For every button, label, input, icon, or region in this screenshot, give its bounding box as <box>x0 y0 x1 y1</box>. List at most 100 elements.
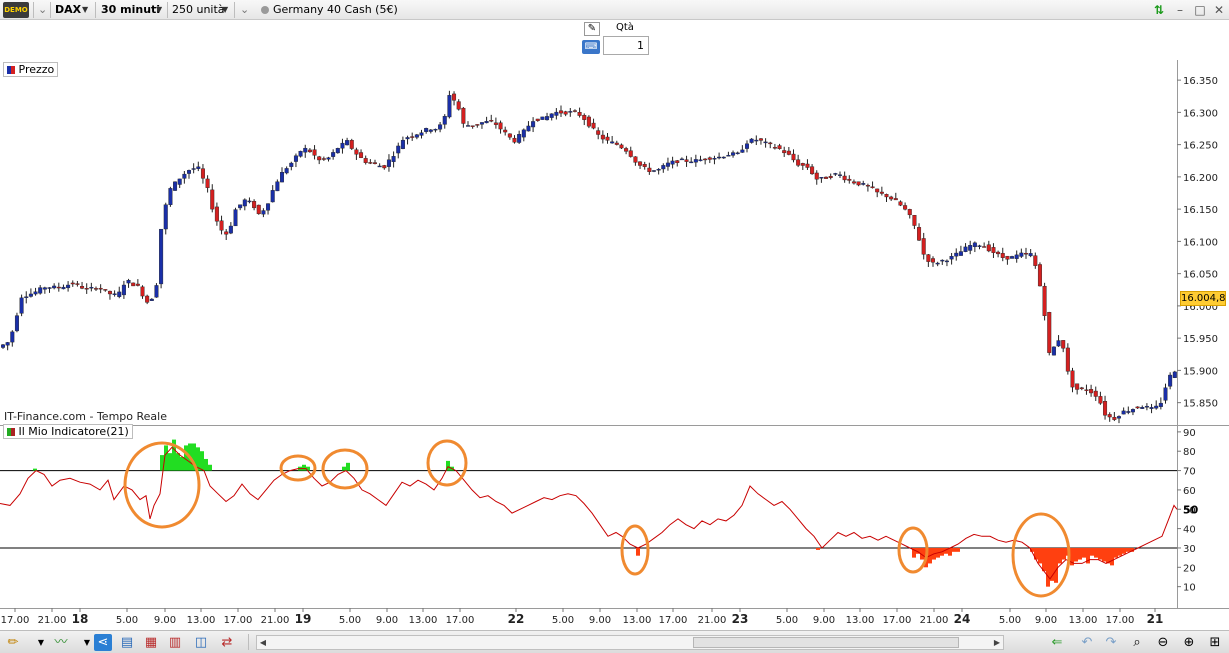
candle-body <box>731 152 736 156</box>
chevron-down-icon[interactable]: ▼ <box>83 638 91 647</box>
candle-body <box>131 282 136 287</box>
restore-icon[interactable]: □ <box>1194 3 1206 17</box>
indicator-axis-label: 70 <box>1183 467 1196 478</box>
price-panel-title: Prezzo <box>18 63 55 76</box>
chevron-down-icon[interactable]: ▼ <box>222 5 229 14</box>
draw-pencil-icon[interactable]: ✏ <box>7 635 19 650</box>
indicator-axis-label: 40 <box>1183 525 1196 536</box>
candle-body <box>977 245 982 247</box>
candle-body <box>377 165 382 168</box>
candle-body <box>517 134 522 143</box>
candle-body <box>489 120 494 122</box>
histogram-bar-below <box>1106 547 1110 564</box>
units-select[interactable]: 250 unità <box>172 3 225 16</box>
candle-body <box>200 168 205 179</box>
histogram-bar-below <box>1090 547 1094 556</box>
candle-body <box>42 287 47 290</box>
candle-body <box>563 111 568 115</box>
scroll-left-icon[interactable]: ◀ <box>259 638 267 647</box>
zoom-in-icon[interactable]: ⊕ <box>1183 635 1195 650</box>
candle-body <box>419 132 424 136</box>
candle-body <box>321 158 326 160</box>
time-scrollbar[interactable]: ◀ ▶ <box>256 635 1004 650</box>
candle-body <box>944 260 949 263</box>
candle-body <box>186 170 191 174</box>
candle-body <box>1093 390 1098 397</box>
zoom-fit-icon[interactable]: ⌕ <box>1133 635 1141 650</box>
refresh-icon[interactable]: ⇅ <box>1153 3 1165 17</box>
qty-label: Qtà <box>616 22 634 33</box>
candle-body <box>414 134 419 138</box>
indicator-axis-label: 60 <box>1183 486 1196 497</box>
candle-body <box>475 124 480 126</box>
candle-body <box>554 111 559 116</box>
candle-body <box>884 194 889 198</box>
candle-body <box>605 136 610 141</box>
candle-body <box>921 238 926 255</box>
wrench-icon[interactable]: ✎ <box>584 22 600 36</box>
time-axis-label: 18 <box>72 612 89 626</box>
candle-body <box>1121 410 1126 415</box>
candle-body <box>665 162 670 167</box>
time-axis-label: 17.00 <box>1106 615 1135 626</box>
comment-icon[interactable]: ▤ <box>120 635 134 650</box>
indicator-current-value: 50 <box>1183 503 1199 516</box>
chevron-down-icon[interactable]: ▼ <box>156 5 163 14</box>
time-axis-label: 5.00 <box>776 615 798 626</box>
candle-body <box>1047 312 1052 353</box>
candle-body <box>647 167 652 173</box>
candle-body <box>810 166 815 175</box>
redo-icon[interactable]: ↷ <box>1105 635 1117 650</box>
indicator-chart-icon[interactable]: 〰 <box>54 635 68 650</box>
histogram-bar-below <box>1114 547 1118 558</box>
candle-body <box>870 186 875 189</box>
histogram-bar-above <box>200 451 204 471</box>
go-to-end-icon[interactable]: ⇐ <box>1051 635 1063 650</box>
candle-body <box>326 157 331 160</box>
histogram-bar-above <box>342 466 346 471</box>
close-icon[interactable]: ✕ <box>1213 3 1225 17</box>
scroll-right-icon[interactable]: ▶ <box>993 638 1001 647</box>
time-axis-label: 21.00 <box>920 615 949 626</box>
share-icon[interactable]: ⋖ <box>94 634 112 651</box>
candle-body <box>661 165 666 170</box>
zoom-out-icon[interactable]: ⊖ <box>1157 635 1169 650</box>
candle-body <box>638 161 643 166</box>
trade-icon[interactable]: ⇄ <box>221 635 233 650</box>
price-axis-label: 16.000 <box>1183 302 1218 313</box>
candle-body <box>586 116 591 127</box>
candle-body <box>196 166 201 169</box>
time-axis-label: 13.00 <box>409 615 438 626</box>
chart-svg[interactable]: 15.850 15.900 15.950 16.000 16.050 16.100 16.1… <box>0 60 1229 630</box>
calendar-icon[interactable]: ▦ <box>144 635 158 650</box>
candle-body <box>10 331 15 343</box>
keyboard-icon[interactable]: ⌨ <box>582 40 600 54</box>
candle-body <box>577 112 582 116</box>
menu-chevron-icon[interactable]: ⌄ <box>38 3 48 16</box>
more-chevron-icon[interactable]: ⌄ <box>240 3 250 16</box>
histogram-bar-below <box>1102 547 1106 562</box>
chevron-down-icon[interactable]: ▼ <box>82 5 89 14</box>
candle-body <box>893 198 898 201</box>
undo-icon[interactable]: ↶ <box>1081 635 1093 650</box>
timeframe-select[interactable]: 30 minuti <box>101 3 161 16</box>
minimize-icon[interactable]: – <box>1177 3 1183 17</box>
histogram-bar-above <box>176 453 180 471</box>
candle-body <box>926 254 931 262</box>
candle-body <box>219 220 224 231</box>
histogram-bar-below <box>1042 547 1046 572</box>
layout-icon[interactable]: ▥ <box>168 635 182 650</box>
scroll-thumb[interactable] <box>693 637 959 648</box>
candle-body <box>1019 252 1024 257</box>
time-axis-label: 9.00 <box>154 615 176 626</box>
qty-input[interactable] <box>603 36 649 55</box>
symbol-select[interactable]: DAX <box>55 3 82 16</box>
price-axis-label: 16.250 <box>1183 141 1218 152</box>
candle-body <box>1056 340 1061 347</box>
zoom-menu-icon[interactable]: ⊞ <box>1209 635 1221 650</box>
indicator-axis-label: 90 <box>1183 428 1196 439</box>
candle-body <box>438 124 443 130</box>
chevron-down-icon[interactable]: ▼ <box>37 638 45 647</box>
candle-body <box>373 162 378 164</box>
window-icon[interactable]: ◫ <box>194 635 208 650</box>
